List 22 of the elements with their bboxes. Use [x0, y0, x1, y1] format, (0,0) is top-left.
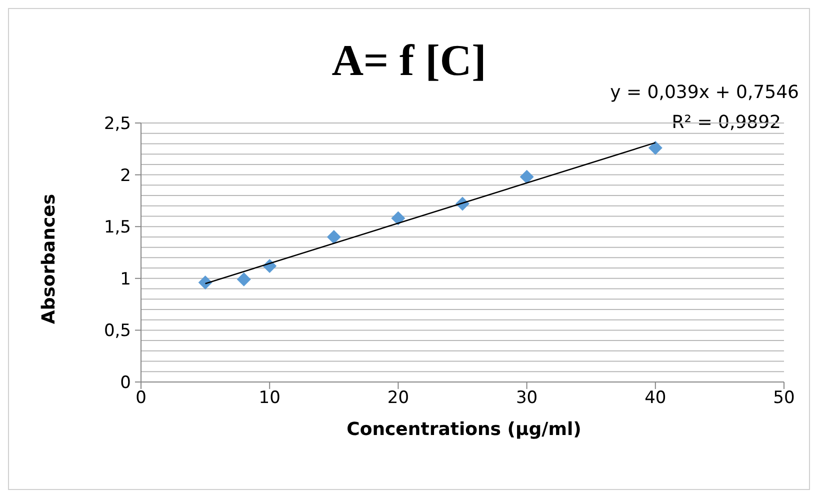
- point: [236, 272, 251, 286]
- x-axis-title: Concentrations (µg/ml): [346, 419, 582, 440]
- point: [648, 140, 662, 155]
- y-tick-label: 2: [120, 166, 131, 186]
- x-tick-label: 40: [644, 388, 666, 408]
- chart-title: A= f [C]: [332, 36, 486, 85]
- y-tick-label: 1,5: [104, 218, 131, 238]
- point: [520, 170, 534, 184]
- y-tick-label: 1: [120, 269, 131, 290]
- point: [198, 276, 212, 290]
- x-tick-label: 30: [516, 388, 538, 408]
- y-tick-label: 2,5: [104, 114, 131, 134]
- x-tick-label: 0: [136, 388, 146, 408]
- y-tick-label: 0,5: [104, 321, 131, 342]
- text: y = 0,039x + 0,7546: [610, 82, 799, 103]
- x-tick-label: 50: [773, 388, 795, 408]
- point: [391, 211, 406, 226]
- x-tick-label: 10: [258, 388, 280, 408]
- point: [326, 230, 341, 244]
- y-axis-title: Absorbances: [38, 194, 60, 324]
- x-tick-label: 20: [387, 388, 410, 408]
- y-tick-label: 0: [120, 373, 131, 393]
